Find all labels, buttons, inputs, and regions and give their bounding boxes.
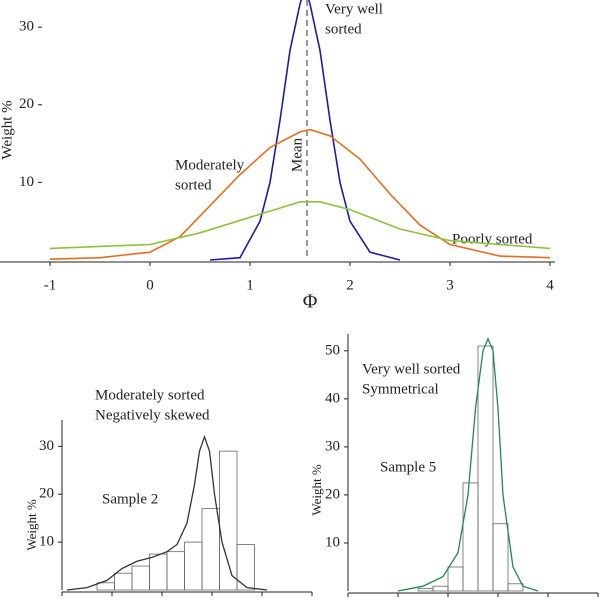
- y-tick-label: 10: [325, 534, 340, 550]
- x-tick-label: 1: [246, 277, 254, 293]
- x-tick-label: -1: [44, 277, 57, 293]
- curve: [397, 337, 539, 592]
- annotation: Symmetrical: [362, 381, 439, 397]
- y-tick-label: 30: [39, 438, 54, 454]
- y-axis-title: Weight %: [309, 464, 324, 515]
- bar: [184, 541, 203, 591]
- annotation: sorted: [325, 21, 362, 37]
- curve: [49, 201, 551, 250]
- bar: [492, 523, 509, 592]
- annotation: Very well sorted: [362, 361, 461, 377]
- bar: [462, 482, 479, 592]
- annotation: Poorly sorted: [452, 231, 533, 247]
- annotation: sorted: [175, 177, 212, 193]
- curve: [66, 434, 268, 591]
- annotation: Sample 2: [102, 491, 158, 507]
- y-tick-label: 40: [325, 390, 340, 406]
- annotation: Sample 5: [380, 459, 436, 475]
- y-tick-label: 10: [19, 174, 34, 190]
- mean-label: Mean: [289, 137, 305, 172]
- bar: [201, 508, 220, 591]
- bar: [114, 572, 133, 591]
- y-tick-label: 20: [19, 96, 34, 112]
- annotation: Moderately: [175, 157, 245, 173]
- x-tick-label: 0: [146, 277, 154, 293]
- y-tick-label: 10: [39, 534, 54, 550]
- bar: [432, 585, 449, 592]
- y-tick-label: 50: [325, 342, 340, 358]
- y-axis-title: Weight %: [24, 499, 39, 550]
- bar: [507, 583, 524, 592]
- y-tick-label: 30: [325, 438, 340, 454]
- y-tick-label: 20: [39, 486, 54, 502]
- bar: [477, 345, 494, 592]
- y-tick-label: 30: [19, 19, 34, 35]
- bar: [96, 582, 115, 591]
- annotation: Very well: [325, 1, 383, 17]
- y-tick-label: 20: [325, 486, 340, 502]
- x-tick-label: 4: [546, 277, 554, 293]
- bar: [417, 588, 434, 592]
- x-tick-label: 2: [346, 277, 354, 293]
- x-tick-label: 3: [446, 277, 454, 293]
- x-axis-title: Φ: [303, 291, 318, 313]
- bar: [236, 544, 255, 591]
- bar: [131, 565, 150, 591]
- y-axis-title: Weight %: [0, 100, 15, 159]
- annotation: Negatively skewed: [95, 407, 210, 423]
- annotation: Moderately sorted: [95, 387, 205, 403]
- bar: [149, 553, 168, 591]
- curve: [49, 128, 551, 260]
- mean-label: Mean: [289, 137, 305, 172]
- bar: [447, 566, 464, 592]
- bar: [219, 450, 238, 591]
- bar: [166, 551, 185, 591]
